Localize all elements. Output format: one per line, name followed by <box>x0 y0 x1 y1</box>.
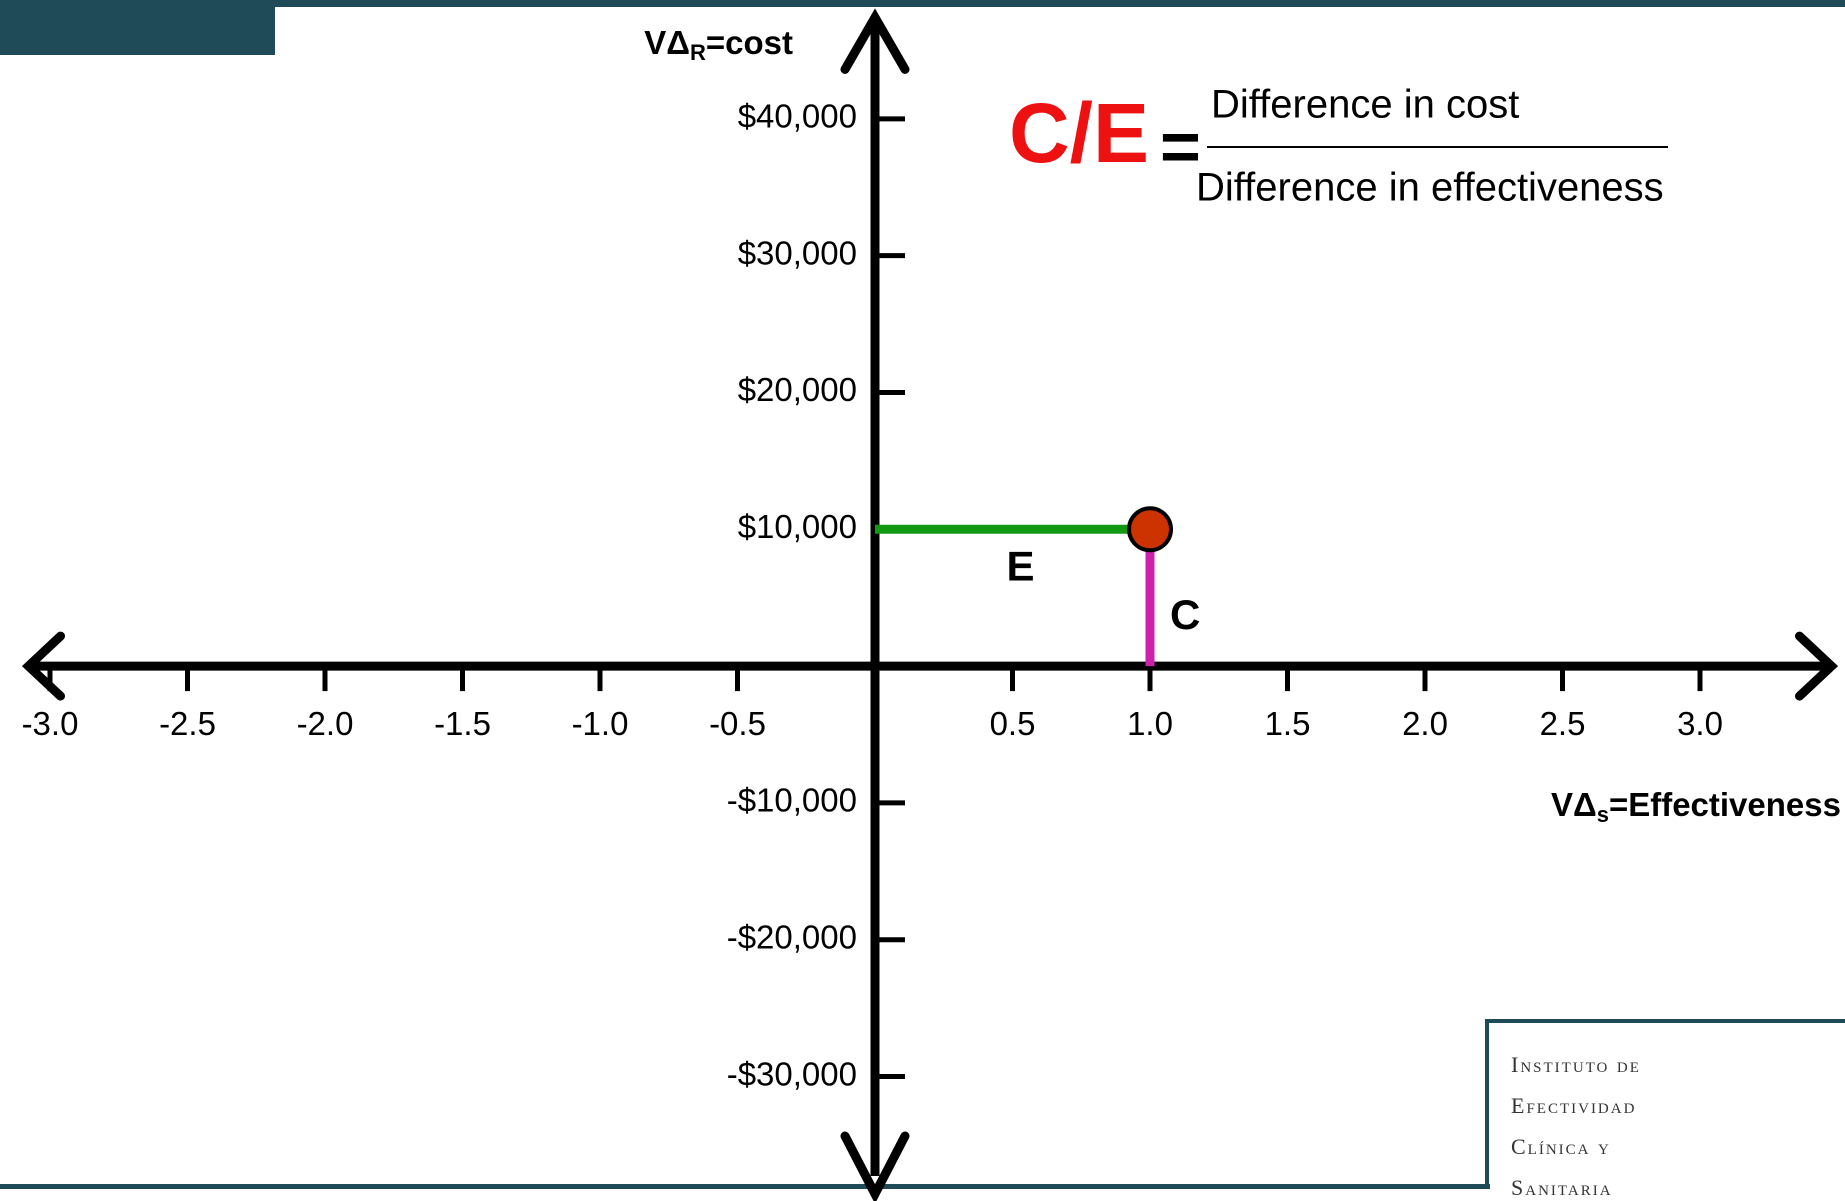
y-tick-label: $20,000 <box>738 371 857 408</box>
top-rule <box>0 0 1845 7</box>
formula-equals: = <box>1160 107 1201 185</box>
x-tick-label: 0.5 <box>990 705 1036 742</box>
y-tick-label: $30,000 <box>738 234 857 271</box>
y-label: VΔR=cost <box>644 24 793 65</box>
corner-block <box>0 0 275 55</box>
x-tick-label: -2.0 <box>297 705 354 742</box>
x-tick-label: 1.5 <box>1265 705 1311 742</box>
x-tick-label: -0.5 <box>709 705 766 742</box>
logo-frame <box>1485 1019 1845 1189</box>
x-tick-label: 1.0 <box>1127 705 1173 742</box>
y-tick-label: -$10,000 <box>727 782 857 819</box>
label-sub: s <box>1597 802 1609 827</box>
c-label: C <box>1170 591 1200 638</box>
logo: Instituto de Efectividad Clínica y Sanitari… <box>1511 1052 1641 1200</box>
x-tick-label: -3.0 <box>22 705 79 742</box>
x-tick-label: -2.5 <box>159 705 216 742</box>
x-tick-label: -1.0 <box>572 705 629 742</box>
y-tick-label: -$30,000 <box>727 1055 857 1092</box>
x-tick-label: 2.0 <box>1402 705 1448 742</box>
x-label: VΔs=Effectiveness <box>1551 786 1841 827</box>
logo-line: Clínica y <box>1511 1134 1611 1159</box>
arrow-down <box>840 1131 910 1201</box>
formula-lhs: C/E <box>1009 86 1149 180</box>
label-main: VΔ <box>1551 786 1597 823</box>
y-tick-label: $10,000 <box>738 508 857 545</box>
label-sub: R <box>690 40 706 65</box>
logo-line: Efectividad <box>1511 1093 1636 1118</box>
label-rest: =Effectiveness <box>1609 786 1841 823</box>
label-main: VΔ <box>644 24 690 61</box>
arrow-up <box>840 8 910 74</box>
y-tick-label: $40,000 <box>738 98 857 135</box>
logo-line: Instituto de <box>1511 1052 1641 1077</box>
formula-denominator: Difference in effectiveness <box>1196 166 1664 210</box>
x-tick-label: 3.0 <box>1677 705 1723 742</box>
label-rest: =cost <box>706 24 793 61</box>
point <box>1127 506 1173 553</box>
x-tick-label: -1.5 <box>434 705 491 742</box>
bottom-rule <box>0 1184 1490 1189</box>
formula-numerator: Difference in cost <box>1211 83 1519 127</box>
e-label: E <box>1006 542 1034 589</box>
x-tick-label: 2.5 <box>1540 705 1586 742</box>
logo-line: Sanitaria <box>1511 1175 1613 1200</box>
arrow-right <box>1795 631 1839 701</box>
y-tick-label: -$20,000 <box>727 918 857 955</box>
